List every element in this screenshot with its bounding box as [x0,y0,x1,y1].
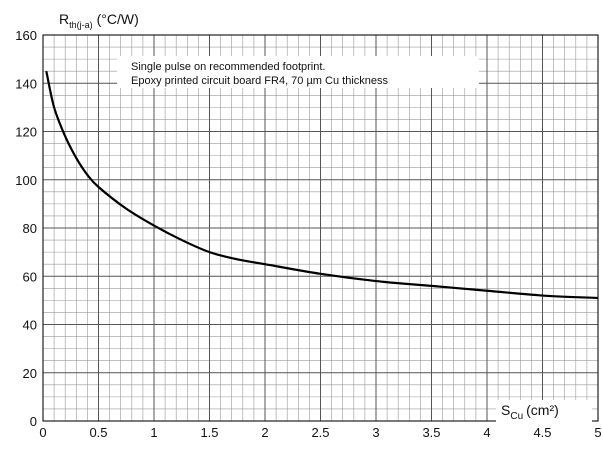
x-tick-label: 3.5 [422,425,440,440]
svg-text:SCu(cm²): SCu (cm²) [501,402,559,422]
series-layer [45,70,599,300]
y-tick-label: 140 [15,76,37,91]
y-axis-title-sub: th(j-a) [69,20,93,30]
plot-frame [42,34,599,422]
x-tick-label: 0.5 [89,425,107,440]
y-axis-title-unit: (°C/W) [97,11,139,27]
x-axis-title: SCu (cm²) [496,400,592,422]
series-line [45,70,599,300]
x-tick-label: 2.5 [311,425,329,440]
x-axis-title-main: S [501,402,510,418]
y-axis-title-main: R [59,11,69,27]
y-tick-label: 40 [23,318,37,333]
y-tick-label: 160 [15,28,37,43]
annotation-background [117,56,479,88]
x-tick-label: 1 [150,425,157,440]
y-tick-label: 80 [23,221,37,236]
x-tick-label: 0 [39,425,46,440]
y-tick-label: 20 [23,366,37,381]
x-axis-title-background [496,400,592,422]
x-tick-label: 5 [594,425,601,440]
y-tick-label: 60 [23,269,37,284]
x-axis-title-sub: Cu [510,411,523,422]
y-tick-labels: 0 20 40 60 80 100 120 140 160 [15,28,37,429]
x-tick-label: 1.5 [200,425,218,440]
y-tick-label: 120 [15,125,37,140]
y-tick-label: 100 [15,173,37,188]
annotation-line-1: Single pulse on recommended footprint. [131,61,325,73]
x-axis-title-unit: (cm²) [526,402,559,418]
annotation-box: Single pulse on recommended footprint. E… [117,56,479,88]
major-grid [42,34,599,422]
svg-text:Rth(j-a)(°C/W): Rth(j-a) (°C/W) [59,11,139,30]
x-tick-label: 4.5 [533,425,551,440]
x-tick-label: 3 [372,425,379,440]
axes [42,34,599,422]
annotation-line-2: Epoxy printed circuit board FR4, 70 µm C… [131,75,389,87]
x-tick-labels: 0 0.5 1 1.5 2 2.5 3 3.5 4 4.5 5 [39,425,601,440]
y-tick-label: 0 [30,414,37,429]
x-tick-label: 2 [261,425,268,440]
y-axis-title: Rth(j-a) (°C/W) [59,11,139,30]
x-tick-label: 4 [483,425,490,440]
